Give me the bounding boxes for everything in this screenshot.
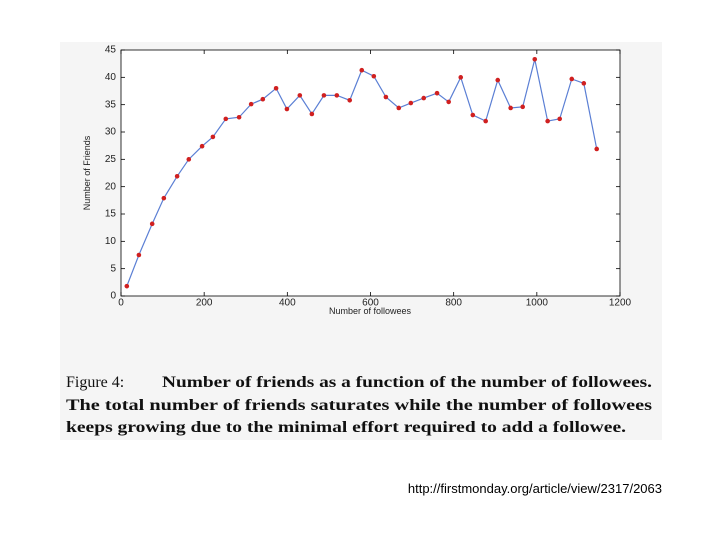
data-point [594,146,600,152]
x-tick-label: 400 [279,298,296,309]
y-tick-label: 30 [105,127,117,138]
caption-label: Figure 4: [66,374,124,391]
data-point [199,143,205,149]
data-point [396,105,402,111]
x-tick-label: 1200 [609,298,632,309]
y-tick-label: 15 [105,209,117,220]
data-point [284,106,290,112]
y-tick-label: 45 [105,45,117,56]
data-point [309,111,315,117]
data-point [273,85,279,91]
data-point [569,76,575,82]
plot-frame [120,49,621,297]
data-point [520,104,525,110]
caption-line: keeps growing due to the minimal effort … [66,419,626,436]
data-point [161,195,167,201]
y-tick-label: 5 [110,263,116,274]
data-point [458,75,464,80]
data-point [371,73,377,79]
data-point [248,101,254,107]
data-point [421,95,427,101]
data-point [532,56,538,62]
data-point [383,94,389,100]
data-point [347,97,353,103]
x-tick-label: 600 [362,298,379,309]
data-point [260,96,266,102]
data-point [408,100,414,106]
x-tick-label: 1000 [526,298,549,309]
data-point [508,105,513,111]
data-point [236,114,242,120]
data-point [581,81,587,86]
x-tick-label: 200 [196,298,213,309]
data-point [210,134,216,140]
data-point [136,252,142,258]
data-point [297,93,303,98]
data-point [545,118,550,124]
data-point [174,173,180,179]
x-axis-label: Number of followees [329,306,412,316]
y-axis-label: Number of Friends [82,135,92,210]
y-tick-label: 20 [105,181,117,192]
x-tick-label: 800 [445,298,462,309]
data-point [483,118,488,124]
data-point [495,77,501,83]
data-point [321,93,327,98]
y-tick-label: 0 [110,291,116,302]
data-point [434,90,440,96]
x-tick-label: 0 [118,298,124,309]
y-tick-label: 40 [105,72,117,83]
y-tick-label: 35 [105,99,117,110]
data-point [186,157,192,162]
data-point [124,283,130,289]
y-tick-label: 25 [105,154,117,165]
data-point [223,116,229,122]
data-point [557,116,563,122]
caption-line: The total number of friends saturates wh… [66,397,652,414]
data-point [334,93,340,98]
data-point [359,67,365,73]
y-tick-label: 10 [105,236,117,247]
source-url: http://firstmonday.org/article/view/2317… [408,481,662,496]
data-point [149,221,155,227]
data-point [470,112,476,118]
caption-line: Number of friends as a function of the n… [162,374,652,391]
data-point [446,99,451,105]
